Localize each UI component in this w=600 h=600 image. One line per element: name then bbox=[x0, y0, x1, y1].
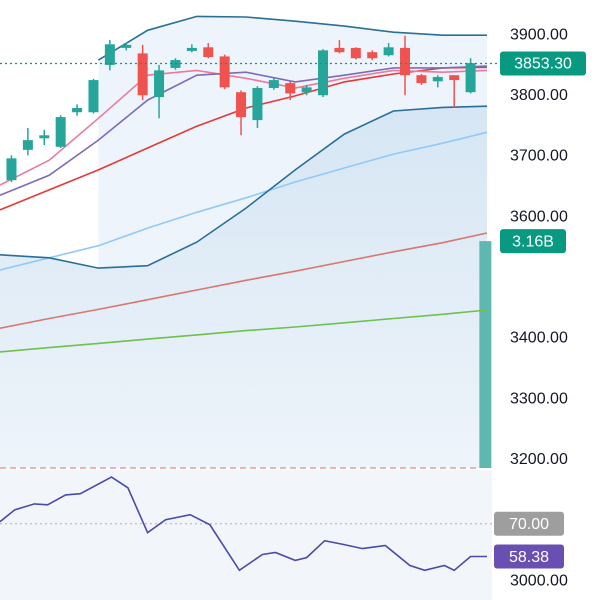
candle-body bbox=[252, 87, 263, 121]
rsi-pane bbox=[0, 470, 492, 600]
y-tick-label: 3200.00 bbox=[510, 451, 568, 468]
candle-body bbox=[203, 47, 214, 58]
moving-average bbox=[0, 232, 488, 329]
y-tick-label: 3300.00 bbox=[510, 390, 568, 407]
candle-body bbox=[137, 53, 148, 96]
price-tag-box bbox=[500, 51, 586, 76]
candle-body bbox=[449, 75, 460, 81]
candle-body bbox=[104, 44, 115, 65]
y-tick-label: 3900.00 bbox=[510, 26, 568, 43]
y-tick-label: 3600.00 bbox=[510, 208, 568, 225]
candle-body bbox=[39, 135, 50, 139]
volume-tag-box bbox=[500, 229, 566, 254]
candle-body bbox=[350, 47, 361, 59]
rsi-value-box bbox=[494, 544, 564, 569]
candle-body bbox=[154, 70, 165, 98]
y-tick-label: 3700.00 bbox=[510, 148, 568, 165]
candle-body bbox=[236, 92, 247, 118]
volume-tag: 3.16B bbox=[512, 233, 554, 250]
y-tick-label: 3400.00 bbox=[510, 330, 568, 347]
candle-body bbox=[6, 158, 17, 181]
candle-body bbox=[334, 47, 345, 53]
y-tick-label: 3800.00 bbox=[510, 87, 568, 104]
rsi-level-box bbox=[494, 511, 564, 536]
moving-average bbox=[0, 309, 488, 353]
background-layer bbox=[0, 16, 492, 469]
moving-average bbox=[0, 131, 488, 271]
candle-body bbox=[22, 140, 33, 150]
candle-body bbox=[416, 75, 427, 84]
volume-bar bbox=[479, 241, 492, 468]
rsi-value-label: 58.38 bbox=[509, 549, 549, 566]
y-tick-label: 3000.00 bbox=[510, 572, 568, 589]
candle-body bbox=[367, 52, 378, 59]
candle-body bbox=[186, 47, 197, 51]
candle-body bbox=[465, 63, 476, 93]
rsi-line bbox=[0, 476, 487, 572]
price-tag: 3853.30 bbox=[514, 56, 572, 73]
candle-body bbox=[318, 50, 329, 96]
candle-layer bbox=[6, 35, 476, 183]
rsi-level-label: 70.00 bbox=[509, 516, 549, 533]
bollinger-upper bbox=[97, 15, 487, 61]
candle-body bbox=[301, 87, 312, 93]
candle-body bbox=[88, 80, 99, 113]
candle-body bbox=[268, 80, 279, 88]
lower-band-fill bbox=[0, 106, 487, 468]
band-fill bbox=[98, 16, 488, 269]
candle-body bbox=[72, 107, 83, 113]
bollinger-lower bbox=[0, 105, 488, 269]
candle-body bbox=[55, 117, 66, 147]
candle-body bbox=[285, 83, 296, 94]
candle-body bbox=[121, 44, 132, 48]
candle-body bbox=[400, 47, 411, 76]
candle-body bbox=[432, 77, 443, 82]
candle-body bbox=[383, 47, 394, 56]
candle-body bbox=[219, 56, 230, 88]
label-layer: 3.16B 3900.00 3800.00 3700.00 3600.00 3400.00… bbox=[0, 26, 586, 589]
